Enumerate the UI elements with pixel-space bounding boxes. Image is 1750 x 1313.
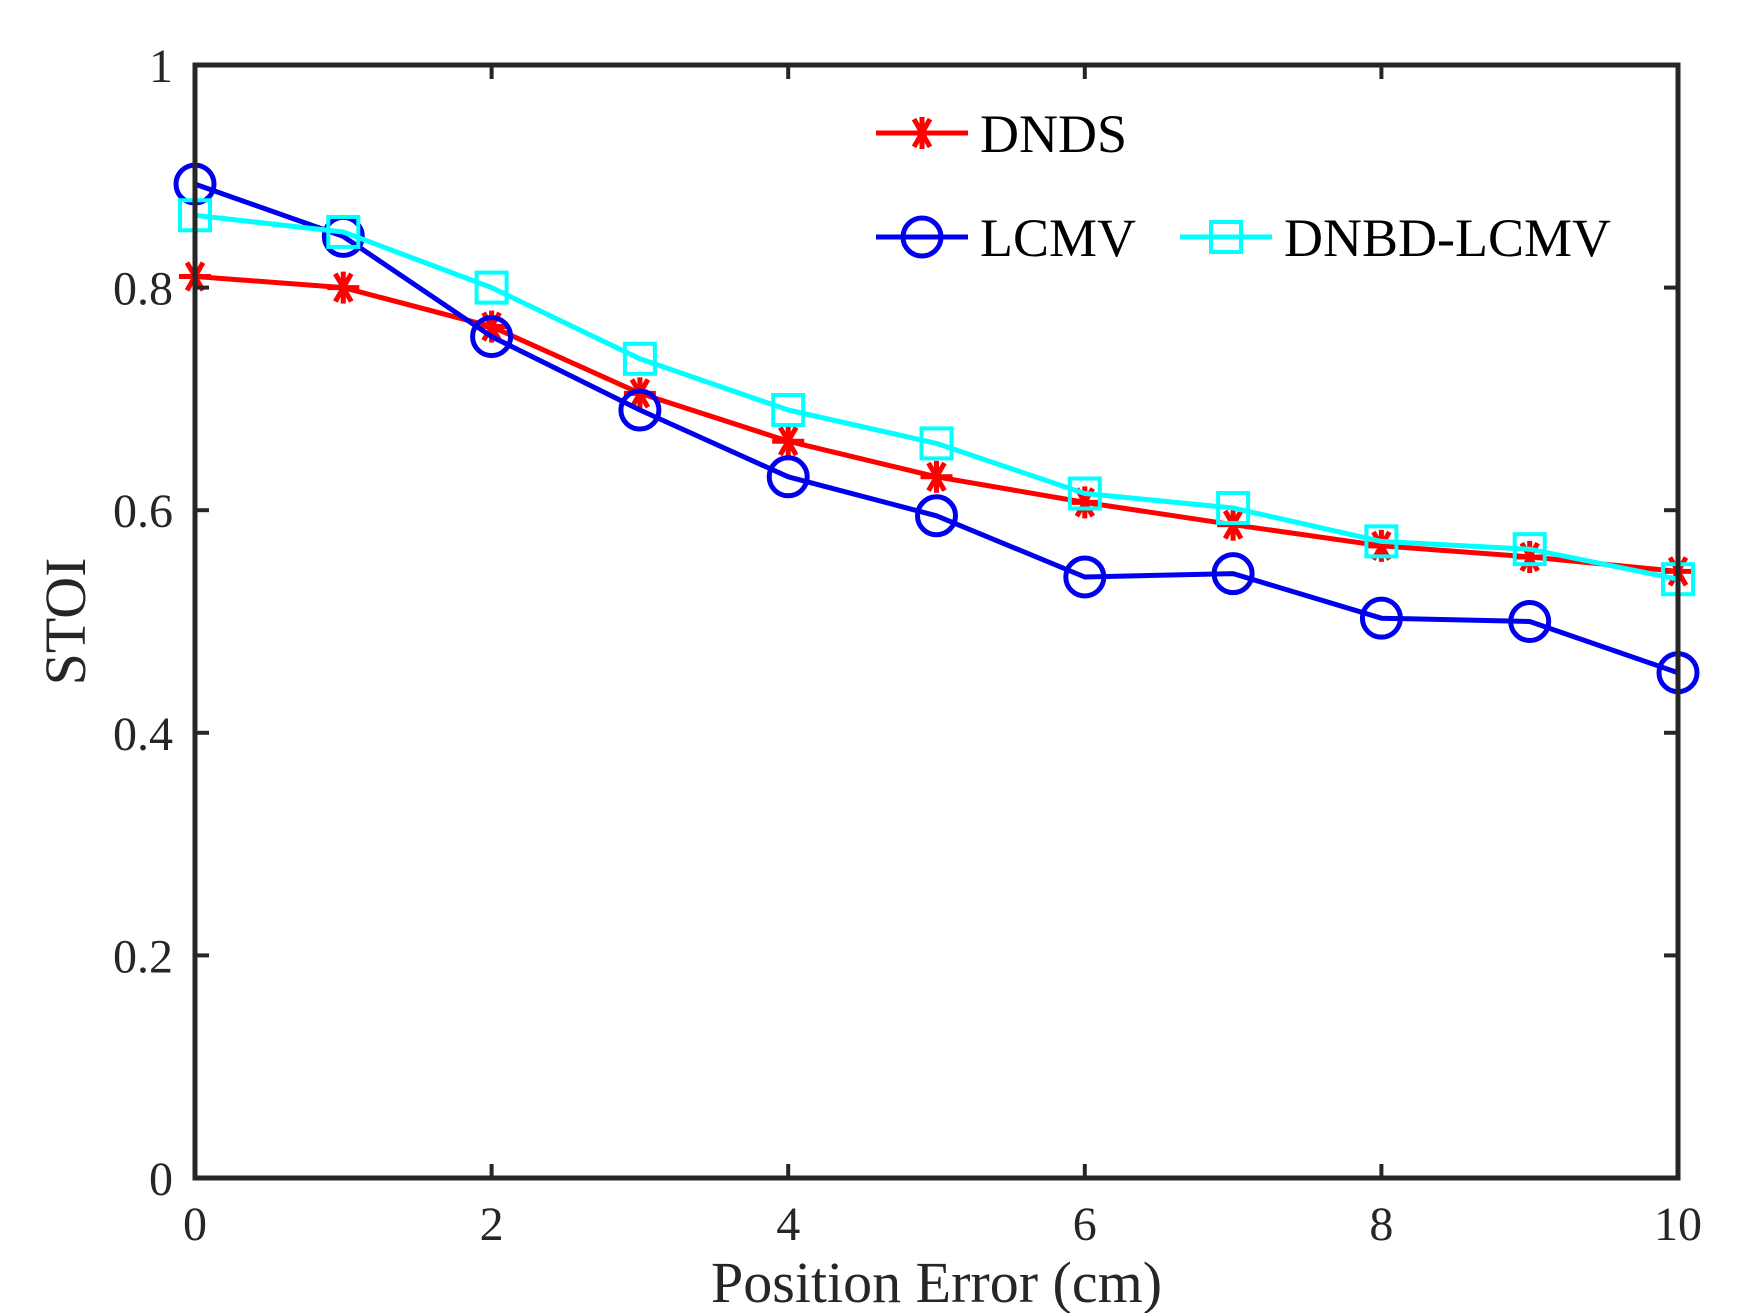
circle-marker-shape [1211, 552, 1255, 596]
data-point-lcmv [1508, 600, 1552, 643]
data-point-lcmv [618, 388, 662, 432]
y-tick-label: 0.4 [113, 708, 173, 761]
data-point-dnbd-lcmv [474, 270, 509, 305]
y-tick-label: 0.6 [113, 485, 173, 538]
x-tick-label: 0 [183, 1198, 207, 1251]
circle-marker-shape [900, 215, 944, 259]
series-line-lcmv [194, 181, 1679, 676]
data-series [173, 162, 1700, 695]
y-tick-label: 0.8 [113, 263, 173, 316]
data-point-lcmv [915, 494, 958, 538]
data-point-dnbd-lcmv [1364, 524, 1399, 559]
data-point-dnbd-lcmv [326, 214, 361, 249]
data-point-dnbd-lcmv [1216, 490, 1251, 525]
circle-marker-shape [618, 388, 662, 432]
axes-frame [192, 62, 1681, 1181]
legend-entry-lcmv: LCMV [876, 208, 1136, 268]
circle-marker-shape [1359, 596, 1403, 640]
square-marker-shape [474, 270, 509, 305]
data-point-dnbd-lcmv [1067, 476, 1102, 511]
circle-marker-shape [1063, 555, 1107, 599]
legend-entry-dnds: DNDS [876, 104, 1127, 164]
square-marker-shape [1364, 524, 1399, 559]
y-axis-title: STOI [33, 558, 98, 686]
square-marker-shape [1512, 532, 1547, 567]
data-point-dnbd-lcmv [622, 341, 657, 376]
data-point-lcmv [1211, 552, 1255, 596]
series-dnbd-lcmv [178, 198, 1695, 597]
data-point-lcmv [470, 315, 514, 359]
legend-marker [900, 215, 944, 259]
legend-marker [906, 117, 938, 149]
x-tick-label: 6 [1073, 1198, 1097, 1251]
data-point-dnds [920, 460, 953, 493]
square-marker-shape [326, 214, 361, 249]
square-marker-shape [1067, 476, 1102, 511]
series-lcmv [173, 162, 1700, 695]
x-tick-label: 10 [1654, 1198, 1702, 1251]
series-line-dnbd-lcmv [194, 212, 1679, 582]
data-point-dnbd-lcmv [771, 393, 806, 428]
data-point-lcmv [1063, 555, 1107, 599]
series-dnds [179, 260, 1694, 588]
legend-marker [1209, 220, 1243, 254]
data-point-lcmv [1359, 596, 1403, 640]
data-point-dnds [327, 271, 360, 304]
legend-label: LCMV [980, 208, 1136, 268]
data-point-dnbd-lcmv [919, 426, 954, 461]
circle-marker-shape [915, 494, 958, 538]
data-point-dnds [772, 425, 805, 458]
legend-label: DNDS [980, 104, 1127, 164]
circle-marker-shape [766, 455, 810, 499]
square-marker-shape [1209, 220, 1243, 254]
legend-label: DNBD-LCMV [1284, 208, 1611, 268]
x-axis-title: Position Error (cm) [711, 1250, 1162, 1313]
data-point-lcmv [766, 455, 810, 499]
legend-entry-dnbd-lcmv: DNBD-LCMV [1180, 208, 1611, 268]
y-tick-label: 0.2 [113, 930, 173, 983]
data-point-dnbd-lcmv [1512, 532, 1547, 567]
x-tick-label: 8 [1369, 1198, 1393, 1251]
x-tick-label: 4 [776, 1198, 800, 1251]
y-tick-label: 1 [149, 40, 173, 93]
x-tick-label: 2 [480, 1198, 504, 1251]
y-tick-label: 0 [149, 1153, 173, 1206]
legend: DNDS LCMV DNBD-LCMV [876, 104, 1611, 268]
circle-marker-shape [470, 315, 514, 359]
square-marker-shape [622, 341, 657, 376]
data-point-dnds [1513, 540, 1546, 573]
square-marker-shape [919, 426, 954, 461]
square-marker-shape [771, 393, 806, 428]
square-marker-shape [1216, 490, 1251, 525]
axes: 0 2 4 6 8 10 0 0.2 0.4 0.6 0.8 1 [113, 40, 1702, 1251]
circle-marker-shape [1508, 600, 1552, 643]
